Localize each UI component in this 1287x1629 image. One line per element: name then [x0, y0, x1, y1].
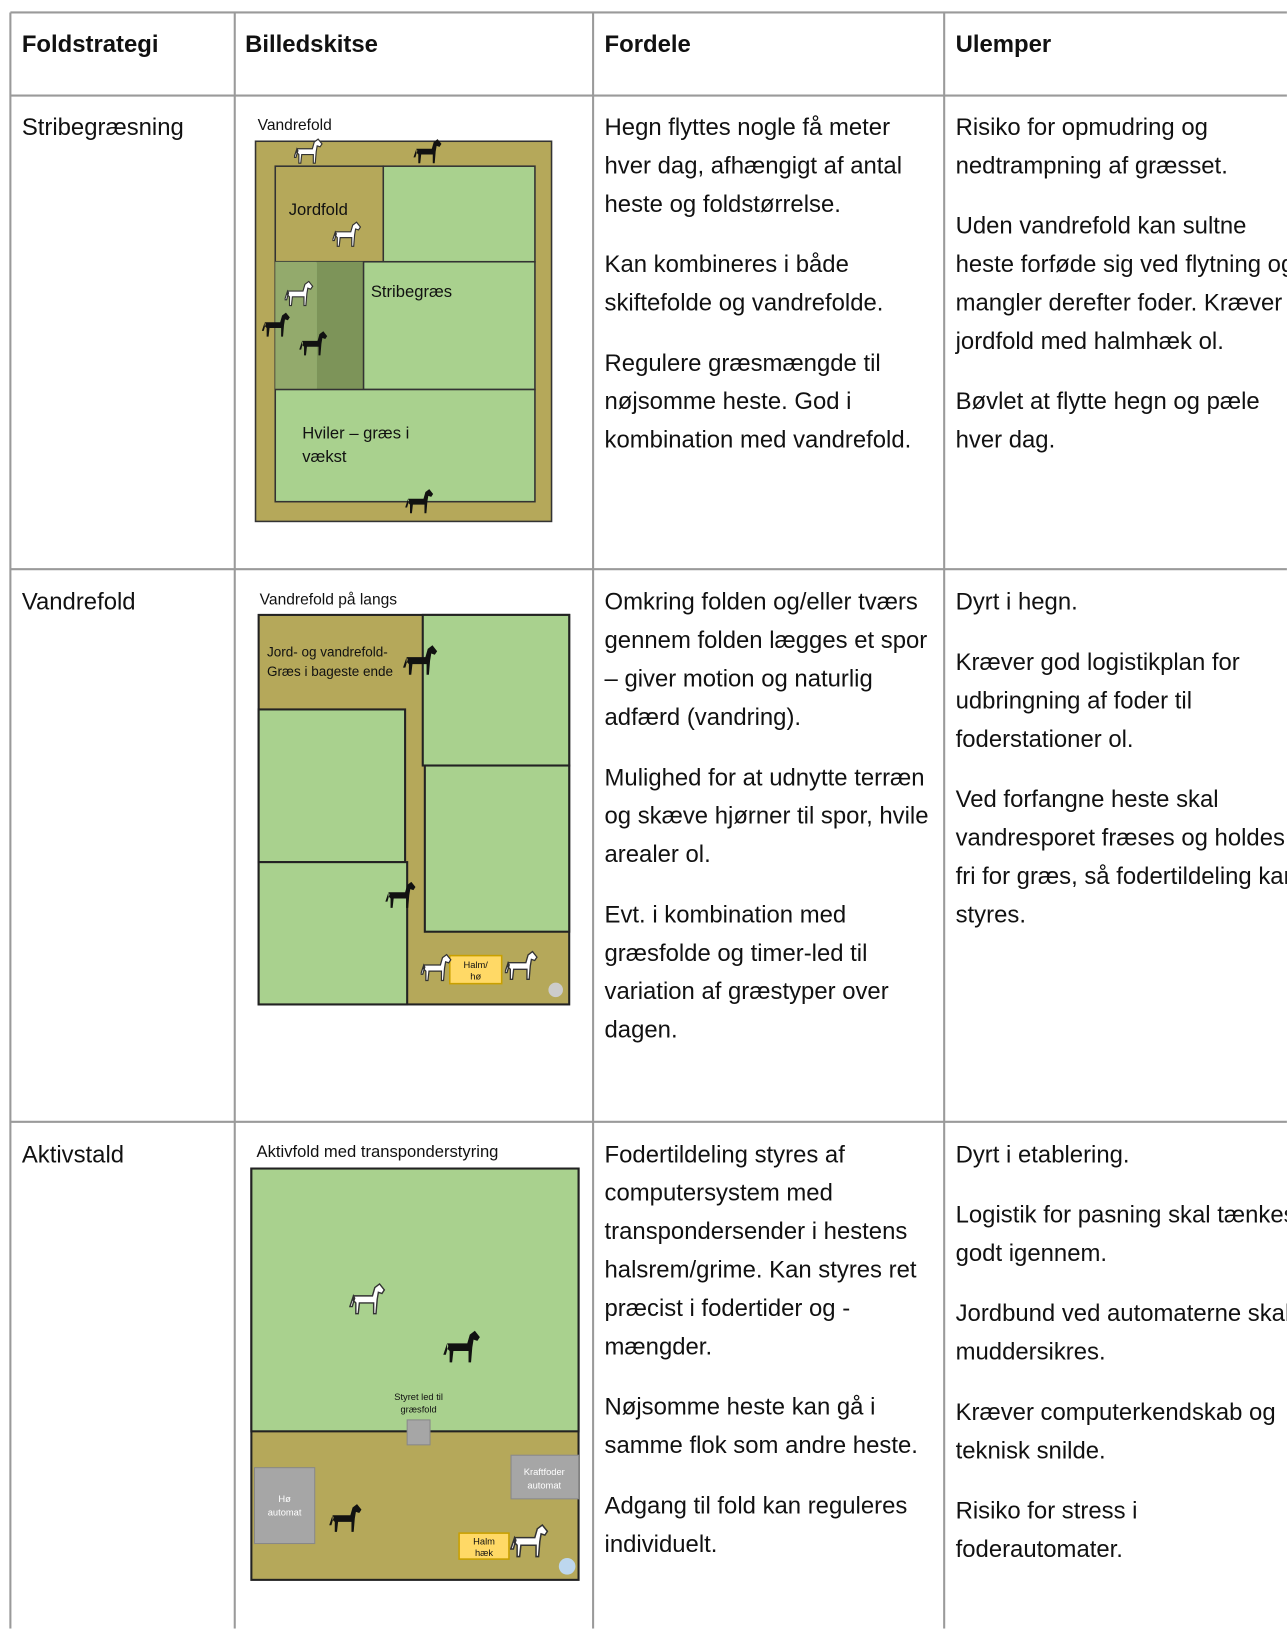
- paragraph: Dyrt i hegn.: [955, 587, 1078, 615]
- strategy-cell: Vandrefold: [21, 587, 136, 615]
- pros-cell: Fodertildeling styres af computersystem …: [605, 1135, 937, 1585]
- sketch-label: Hviler – græs i: [302, 423, 409, 442]
- sketch-label: Aktivfold med transponderstyring: [257, 1142, 499, 1161]
- paragraph: Omkring folden og/eller tværs gennem fol…: [604, 587, 928, 731]
- cons-cell: Dyrt i hegn. Kræver god logistikplan for …: [956, 583, 1287, 956]
- pros-cell: Hegn flyttes nogle få meter hver dag, af…: [605, 108, 937, 481]
- cons-cell: Dyrt i etablering. Logistik for pasning s…: [956, 1135, 1287, 1590]
- paragraph: Adgang til fold kan reguleres individuel…: [604, 1491, 908, 1558]
- paragraph: Kan kombineres i både skiftefolde og van…: [604, 250, 884, 316]
- sketch-label: Hø: [278, 1494, 291, 1504]
- sketch-label: Kraftfoder: [524, 1467, 565, 1477]
- sketch-label: automat: [268, 1507, 302, 1517]
- header-cell: Foldstrategi: [21, 30, 159, 58]
- header-cell: Billedskitse: [245, 30, 378, 58]
- cons-cell: Risiko for opmudring og nedtrampning af …: [956, 108, 1287, 481]
- sketch-label: hæk: [475, 1548, 493, 1558]
- paragraph: Nøjsomme heste kan gå i samme flok som a…: [604, 1392, 918, 1459]
- paragraph: Kræver computerkendskab og teknisk snild…: [955, 1398, 1276, 1464]
- header-cell: Fordele: [604, 30, 691, 58]
- sketch-label: automat: [527, 1480, 561, 1490]
- paragraph: Bøvlet at flytte hegn og pæle hver dag.: [955, 387, 1260, 453]
- paragraph: Hegn flyttes nogle få meter hver dag, af…: [604, 113, 903, 218]
- paragraph: Kræver god logistikplan for udbringning …: [955, 648, 1240, 753]
- paragraph: Fodertildeling styres af computersystem …: [604, 1140, 917, 1360]
- strategy-cell: Aktivstald: [21, 1140, 125, 1168]
- sketch-label: Jordfold: [289, 200, 348, 219]
- sketch-label: Jord- og vandrefold-: [267, 644, 388, 659]
- sketch-label: Stribegræs: [371, 282, 452, 301]
- sketch-label: Styret led til: [394, 1392, 443, 1402]
- paragraph: Ved forfangne heste skal vandresporet fr…: [955, 785, 1287, 928]
- sketch-label: Vandrefold: [258, 117, 332, 134]
- sketch-label: Vandrefold på langs: [260, 591, 398, 609]
- paragraph: Logistik for pasning skal tænkes godt ig…: [955, 1200, 1287, 1267]
- paragraph: Evt. i kombination med græsfolde og time…: [604, 900, 889, 1043]
- paragraph: Risiko for stress i foderautomater.: [955, 1496, 1138, 1563]
- paragraph: Jordbund ved automaterne skal muddersikr…: [955, 1299, 1287, 1365]
- sketch-label: Halm: [473, 1537, 495, 1547]
- sketch-label: Græs i bageste ende: [267, 664, 393, 679]
- paragraph: Mulighed for at udnytte terræn og skæve …: [604, 763, 929, 868]
- pros-cell: Omkring folden og/eller tværs gennem fol…: [605, 583, 937, 1071]
- sketch-label: Halm/: [464, 960, 489, 970]
- strategy-cell: Stribegræsning: [21, 113, 184, 141]
- paragraph: Risiko for opmudring og nedtrampning af …: [955, 113, 1228, 179]
- paragraph: Uden vandrefold kan sultne heste forføde…: [955, 211, 1287, 355]
- paragraph: Regulere græsmængde til nøjsomme heste. …: [604, 349, 912, 453]
- sketch-label: vækst: [302, 447, 347, 466]
- header-cell: Ulemper: [955, 30, 1052, 58]
- paragraph: Dyrt i etablering.: [955, 1140, 1130, 1168]
- sketch-label: græsfold: [400, 1405, 436, 1415]
- sketch-label: hø: [470, 971, 481, 981]
